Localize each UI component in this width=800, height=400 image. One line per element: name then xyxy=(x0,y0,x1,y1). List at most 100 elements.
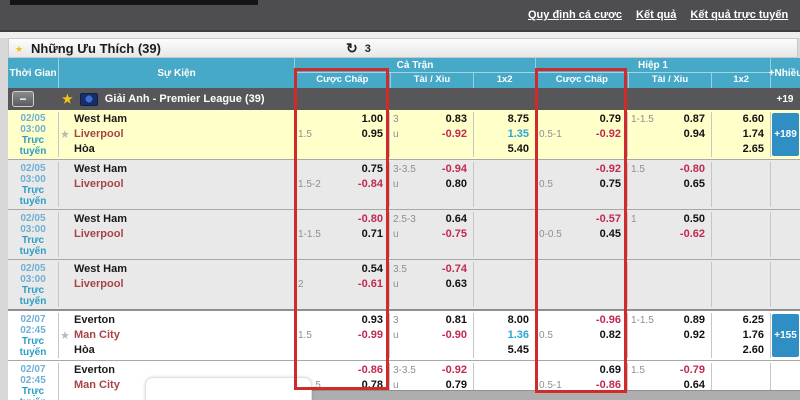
favorites-icon: ★ xyxy=(15,44,24,54)
odds-value[interactable]: -0.99 xyxy=(357,329,383,341)
odds-rows: 02/05 03:00 Trực tuyến ★ West Ham Liverpool Hò… xyxy=(8,110,800,400)
col-group-first-half: Hiệp 1 Cược Chấp Tài / Xỉu 1x2 xyxy=(535,58,770,88)
ft-overunder-cell: 3.5 -0.74 u 0.63 xyxy=(389,262,473,307)
team-name: Liverpool xyxy=(74,278,124,290)
odds-value[interactable]: 8.75 xyxy=(507,113,529,125)
odds-value[interactable]: -0.80 xyxy=(357,213,383,225)
odds-value[interactable]: 0.81 xyxy=(445,314,467,326)
odds-value[interactable]: -0.62 xyxy=(679,228,705,240)
odds-value[interactable]: 0.65 xyxy=(683,178,705,190)
odds-value[interactable]: 0.94 xyxy=(683,128,705,140)
match-time: 03:00 xyxy=(20,124,46,135)
odds-value[interactable]: 1.35 xyxy=(507,128,529,140)
odds-value[interactable]: 0.92 xyxy=(683,329,705,341)
odds-value[interactable]: 0.64 xyxy=(683,379,705,391)
live-link[interactable]: Trực tuyến xyxy=(19,135,47,157)
odds-value[interactable]: 0.69 xyxy=(599,364,621,376)
odds-value[interactable]: 0.75 xyxy=(361,163,383,175)
odds-value[interactable]: 0.75 xyxy=(599,178,621,190)
topbar-link-2[interactable]: Kết quả trực tuyến xyxy=(690,9,789,21)
odds-value[interactable]: 6.60 xyxy=(742,113,764,125)
odds-value[interactable]: 0.93 xyxy=(361,314,383,326)
odds-value[interactable]: 0.50 xyxy=(683,213,705,225)
match-star-icon[interactable]: ★ xyxy=(60,129,70,141)
handicap-line: 2 xyxy=(298,279,304,290)
league-more-count[interactable]: +19 xyxy=(776,93,794,105)
odds-value[interactable]: 0.87 xyxy=(683,113,705,125)
live-link[interactable]: Trực tuyến xyxy=(19,285,47,307)
odds-value[interactable]: 2.65 xyxy=(742,143,764,155)
h1-1x2-cell xyxy=(711,212,770,257)
handicap-line: 2.5-3 xyxy=(393,214,416,225)
odds-value[interactable]: 5.40 xyxy=(507,143,529,155)
odds-value[interactable]: 0.82 xyxy=(599,329,621,341)
odds-value[interactable]: -0.57 xyxy=(595,213,621,225)
collapse-button[interactable]: − xyxy=(12,91,34,107)
team-name: Everton xyxy=(74,364,115,376)
live-link[interactable]: Trực tuyến xyxy=(19,235,47,257)
odds-value[interactable]: 1.36 xyxy=(507,329,529,341)
live-link[interactable]: Trực tuyến xyxy=(20,386,47,400)
odds-value[interactable]: -0.84 xyxy=(357,178,383,190)
odds-value[interactable]: 0.80 xyxy=(445,178,467,190)
match-star-icon[interactable]: ★ xyxy=(60,330,70,342)
odds-value[interactable]: -0.74 xyxy=(441,263,467,275)
odds-value[interactable]: 6.25 xyxy=(742,314,764,326)
odds-value[interactable]: -0.92 xyxy=(441,128,467,140)
topbar-link-0[interactable]: Quy định cá cược xyxy=(528,9,623,21)
odds-value[interactable]: 0.89 xyxy=(683,314,705,326)
odds-value[interactable]: -0.79 xyxy=(679,364,705,376)
refresh-icon[interactable]: ↻ xyxy=(346,40,358,56)
horizontal-scrollbar[interactable] xyxy=(185,390,800,400)
live-link[interactable]: Trực tuyến xyxy=(19,336,47,358)
odds-value[interactable]: 0.83 xyxy=(445,113,467,125)
overlay-tooltip xyxy=(145,377,312,400)
more-bets-button[interactable]: +155 xyxy=(772,314,799,357)
time-cell: 02/05 03:00 Trực tuyến xyxy=(8,212,58,257)
odds-value[interactable]: -0.92 xyxy=(441,364,467,376)
odds-value[interactable]: 0.71 xyxy=(361,228,383,240)
odds-value[interactable]: 0.79 xyxy=(599,113,621,125)
match-row: 02/05 03:00 Trực tuyến West Ham Liverpool 0.7… xyxy=(8,159,800,209)
match-time: 03:00 xyxy=(20,174,46,185)
odds-value[interactable]: -0.86 xyxy=(357,364,383,376)
odds-value[interactable]: 0.63 xyxy=(445,278,467,290)
match-time: 03:00 xyxy=(20,274,46,285)
match-date: 02/07 xyxy=(20,314,46,325)
odds-value[interactable]: -0.61 xyxy=(357,278,383,290)
odds-value[interactable]: 1.74 xyxy=(742,128,764,140)
team-name: West Ham xyxy=(74,113,127,125)
h1-1x2-cell: 6.60 1.74 2.65 xyxy=(711,112,770,157)
odds-value[interactable]: 0.54 xyxy=(361,263,383,275)
odds-value[interactable]: 2.60 xyxy=(742,344,764,356)
odds-value[interactable]: -0.86 xyxy=(595,379,621,391)
odds-value[interactable]: -0.94 xyxy=(441,163,467,175)
league-star-icon[interactable]: ★ xyxy=(62,92,73,106)
topbar-link-1[interactable]: Kết quả xyxy=(636,9,677,21)
ft-handicap-cell: 0.54 2 -0.61 xyxy=(294,262,389,307)
odds-value[interactable]: -0.80 xyxy=(679,163,705,175)
more-bets-button[interactable]: +189 xyxy=(772,113,799,156)
league-name: Giải Anh - Premier League (39) xyxy=(104,93,265,105)
odds-value[interactable]: 1.00 xyxy=(361,113,383,125)
odds-value[interactable]: 8.00 xyxy=(507,314,529,326)
odds-value[interactable]: -0.90 xyxy=(441,329,467,341)
col-header-time: Thời Gian xyxy=(9,67,57,79)
live-link[interactable]: Trực tuyến xyxy=(19,185,47,207)
odds-value[interactable]: -0.92 xyxy=(595,163,621,175)
odds-value[interactable]: 0.45 xyxy=(599,228,621,240)
odds-value[interactable]: 0.64 xyxy=(445,213,467,225)
odds-value[interactable]: 0.79 xyxy=(445,379,467,391)
handicap-line: u xyxy=(393,179,399,190)
odds-value[interactable]: -0.75 xyxy=(441,228,467,240)
odds-value[interactable]: 5.45 xyxy=(507,344,529,356)
refresh-control[interactable]: ↻ 3 xyxy=(346,40,371,57)
more-cell xyxy=(770,363,800,400)
match-date: 02/05 xyxy=(20,263,46,274)
odds-value[interactable]: 1.76 xyxy=(742,329,764,341)
odds-value[interactable]: 0.95 xyxy=(361,128,383,140)
odds-value[interactable]: -0.96 xyxy=(595,314,621,326)
ft-1x2-cell xyxy=(473,162,535,207)
odds-value[interactable]: -0.92 xyxy=(595,128,621,140)
